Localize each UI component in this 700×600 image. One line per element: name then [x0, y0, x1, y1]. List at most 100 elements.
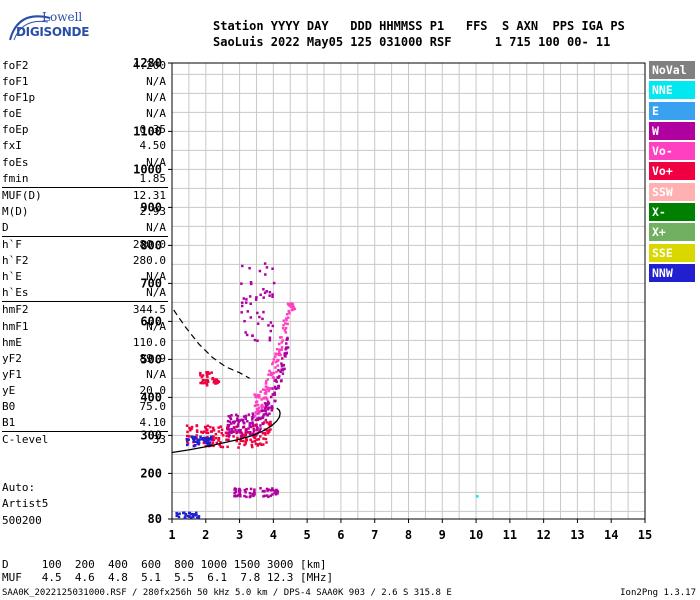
echo-point — [255, 425, 259, 429]
echo-point — [284, 326, 288, 330]
echo-point — [265, 290, 269, 293]
echo-point — [239, 435, 243, 438]
echo-point — [190, 425, 194, 429]
echo-point — [256, 339, 259, 342]
echo-point — [290, 308, 294, 312]
echo-point — [250, 440, 254, 444]
echo-point — [192, 444, 196, 448]
param-value: N/A — [146, 75, 166, 89]
param-value: N/A — [146, 286, 166, 300]
echo-point — [230, 413, 233, 417]
echo-point — [227, 431, 230, 434]
echo-point — [243, 488, 247, 492]
echo-point — [268, 421, 271, 425]
echo-point — [246, 310, 250, 313]
echo-point — [280, 348, 283, 352]
echo-point — [247, 427, 250, 430]
logo-line1: Lowell — [42, 10, 83, 24]
param-row: fxI 4.50 — [2, 138, 168, 154]
echo-point — [238, 489, 242, 492]
echo-point — [277, 386, 280, 390]
param-row: M(D) 2.93 — [2, 204, 168, 220]
echo-point — [206, 440, 209, 443]
echo-point — [257, 416, 261, 420]
echo-point — [178, 512, 181, 515]
echo-point — [275, 380, 278, 383]
echo-point — [240, 418, 243, 421]
echo-point — [253, 435, 256, 439]
echo-point — [244, 417, 248, 420]
echo-point — [272, 488, 275, 492]
echo-point — [238, 491, 242, 495]
param-name: fxI — [2, 139, 22, 153]
echo-point — [236, 418, 240, 422]
echo-point — [266, 404, 269, 407]
echo-point — [254, 395, 257, 398]
echo-point — [280, 357, 284, 360]
echo-point — [268, 338, 272, 342]
echo-point — [248, 295, 252, 298]
echo-point — [243, 433, 246, 437]
echo-point — [261, 416, 264, 420]
echo-point — [255, 428, 259, 432]
echo-point — [234, 494, 238, 498]
echo-point — [227, 439, 230, 442]
param-name: foF1p — [2, 91, 36, 105]
echo-point — [215, 441, 219, 445]
echo-point — [251, 433, 255, 437]
echo-point — [185, 434, 189, 438]
echo-point — [273, 379, 277, 382]
echo-point — [212, 435, 215, 438]
param-row: h`F 280.0 — [2, 237, 168, 253]
echo-point — [199, 371, 202, 375]
echo-point — [274, 493, 278, 496]
param-value: N/A — [146, 319, 166, 333]
echo-point — [273, 393, 277, 396]
echo-point — [268, 369, 271, 373]
echo-point — [287, 309, 291, 313]
echo-point — [260, 403, 264, 407]
echo-point — [264, 385, 268, 388]
param-row: foE N/A — [2, 106, 168, 122]
echo-point — [254, 434, 258, 437]
trace-profile-curve — [171, 407, 281, 454]
param-name: hmF2 — [2, 303, 29, 317]
echo-point — [226, 419, 230, 423]
echo-point — [273, 385, 277, 389]
echo-point — [265, 421, 269, 424]
echo-point — [233, 491, 236, 495]
echo-point — [248, 491, 252, 495]
echo-point — [255, 408, 259, 411]
echo-point — [275, 370, 278, 374]
echo-point — [189, 428, 192, 432]
echo-point — [254, 298, 258, 301]
echo-point — [280, 346, 284, 349]
echo-point — [182, 511, 185, 515]
echo-point — [251, 445, 254, 449]
echo-point — [261, 432, 265, 435]
echo-point — [259, 293, 262, 297]
echo-point — [265, 386, 269, 389]
echo-point — [289, 303, 292, 307]
y-tick-label: 1000 — [133, 162, 162, 176]
echo-point — [260, 398, 263, 401]
echo-point — [253, 491, 256, 495]
legend-item: Vo+ — [649, 162, 695, 181]
echo-point — [261, 409, 265, 412]
echo-point — [232, 430, 235, 434]
echo-point — [253, 414, 257, 418]
echo-point — [175, 514, 178, 518]
echo-point — [220, 428, 224, 431]
echo-point — [214, 382, 217, 385]
echo-point — [202, 430, 206, 433]
echo-point — [264, 273, 267, 276]
param-name: D — [2, 220, 9, 234]
echo-point — [277, 342, 281, 346]
echo-point — [236, 430, 239, 434]
echo-point — [268, 290, 272, 294]
x-tick-label: 4 — [270, 528, 277, 542]
echo-point — [289, 305, 293, 309]
echo-point — [274, 366, 277, 369]
echo-point — [255, 296, 258, 299]
x-tick-label: 10 — [469, 528, 483, 542]
